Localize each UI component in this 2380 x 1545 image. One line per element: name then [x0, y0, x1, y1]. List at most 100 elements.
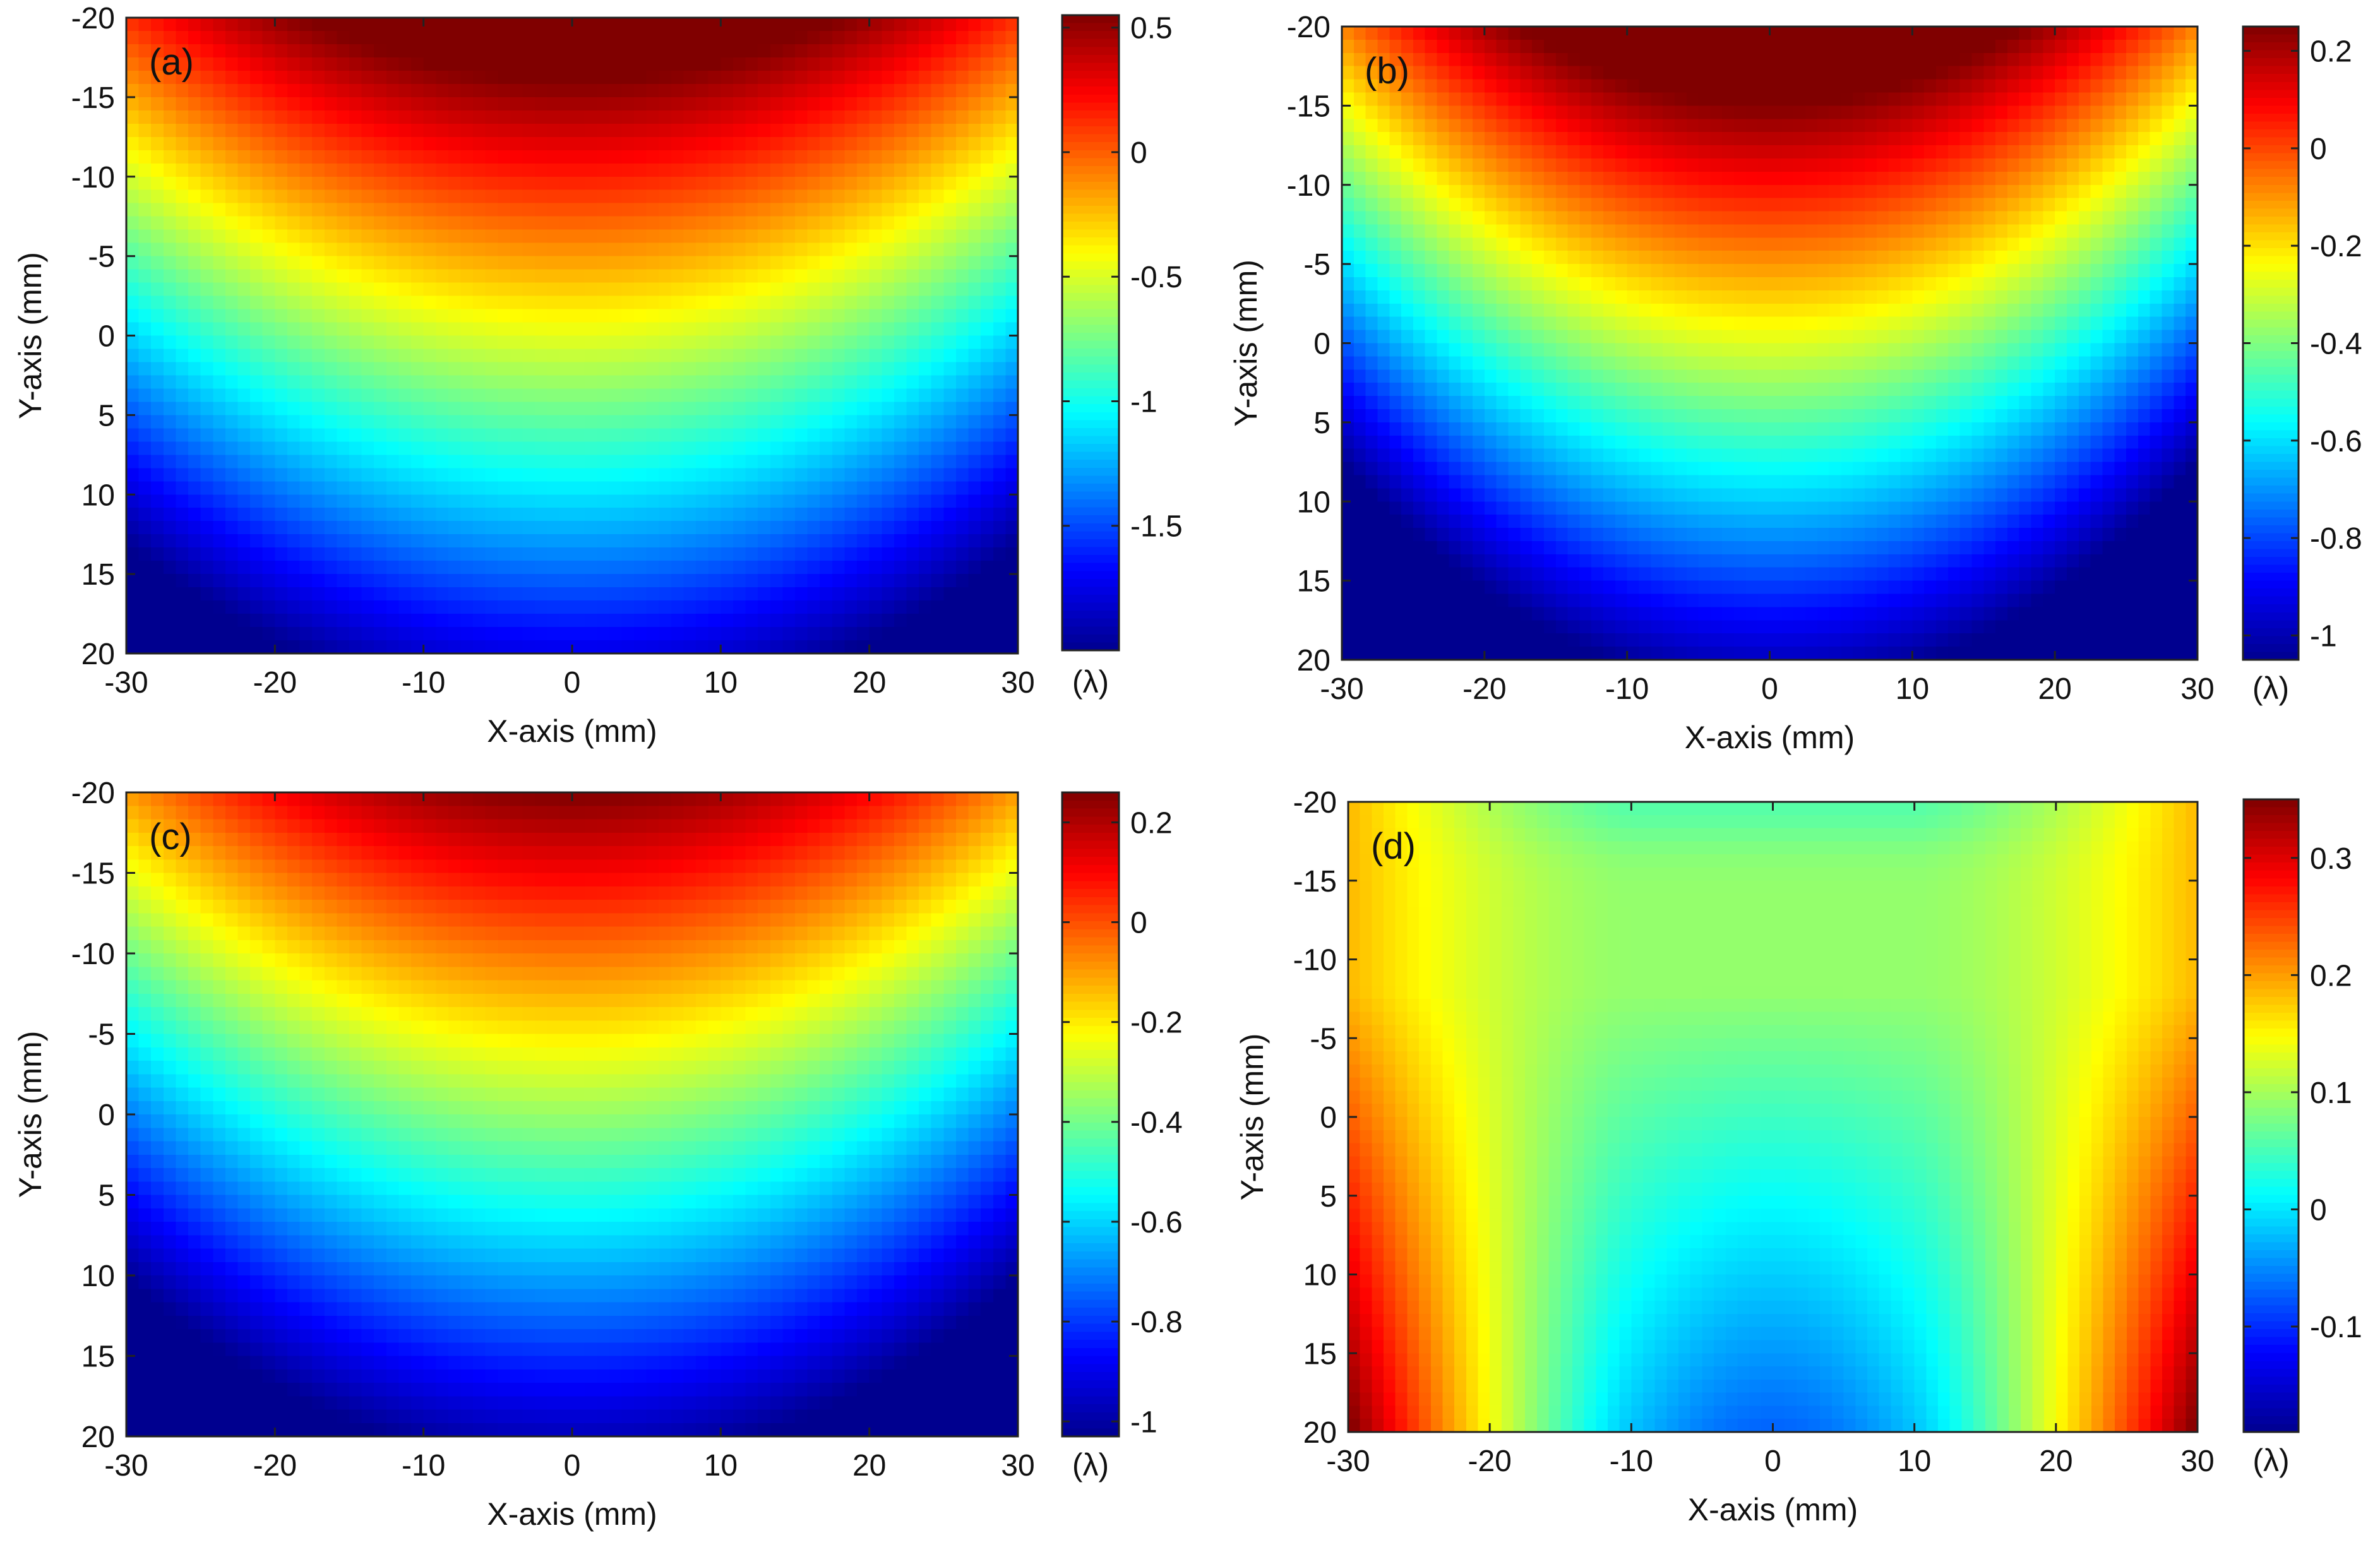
heatmap-cell: [1389, 172, 1402, 186]
heatmap-cell: [709, 230, 721, 244]
heatmap-cell: [1437, 27, 1450, 40]
heatmap-cell: [312, 243, 325, 257]
heatmap-cell: [559, 587, 572, 601]
heatmap-cell: [647, 57, 659, 71]
heatmap-cell: [956, 428, 969, 442]
heatmap-cell: [684, 31, 697, 45]
heatmap-cell: [2091, 40, 2103, 54]
heatmap-cell: [486, 296, 498, 310]
heatmap-cell: [535, 428, 547, 442]
heatmap-cell: [2019, 66, 2032, 80]
heatmap-cell: [919, 217, 931, 230]
heatmap-cell: [844, 547, 857, 561]
heatmap-cell: [188, 84, 201, 98]
heatmap-cell: [1651, 224, 1663, 238]
heatmap-cell: [201, 71, 213, 85]
heatmap-cell: [696, 534, 709, 548]
heatmap-cell: [808, 124, 820, 138]
heatmap-cell: [1841, 172, 1853, 186]
heatmap-cell: [795, 230, 808, 244]
heatmap-cell: [411, 309, 424, 323]
heatmap-cell: [2055, 132, 2067, 146]
heatmap-cell: [238, 362, 251, 376]
heatmap-cell: [2126, 172, 2139, 186]
heatmap-cell: [943, 97, 956, 111]
heatmap-cell: [1615, 119, 1628, 133]
heatmap-cell: [164, 203, 176, 217]
heatmap-cell: [907, 561, 919, 575]
heatmap-cell: [1841, 237, 1853, 251]
heatmap-cell: [2043, 80, 2055, 93]
heatmap-cell: [473, 362, 486, 376]
heatmap-cell: [981, 150, 993, 164]
heatmap-cell: [188, 97, 201, 111]
heatmap-cell: [523, 534, 535, 548]
heatmap-cell: [882, 243, 894, 257]
heatmap-cell: [634, 84, 647, 98]
heatmap-cell: [844, 574, 857, 588]
heatmap-cell: [238, 521, 251, 535]
heatmap-cell: [597, 600, 609, 614]
heatmap-cell: [882, 349, 894, 362]
heatmap-cell: [176, 428, 188, 442]
heatmap-cell: [585, 494, 597, 508]
heatmap-cell: [2007, 80, 2020, 93]
heatmap-cell: [1342, 212, 1354, 225]
heatmap-cell: [795, 574, 808, 588]
heatmap-cell: [300, 137, 313, 151]
heatmap-cell: [857, 375, 870, 389]
heatmap-cell: [337, 217, 349, 230]
heatmap-cell: [2055, 119, 2067, 133]
heatmap-cell: [943, 494, 956, 508]
heatmap-cell: [770, 587, 783, 601]
heatmap-cell: [398, 217, 411, 230]
heatmap-cell: [943, 110, 956, 124]
heatmap-cell: [498, 283, 510, 297]
heatmap-cell: [919, 561, 931, 575]
heatmap-cell: [473, 71, 486, 85]
heatmap-cell: [1366, 237, 1378, 251]
heatmap-cell: [820, 97, 832, 111]
heatmap-cell: [993, 283, 1006, 297]
heatmap-cell: [857, 84, 870, 98]
heatmap-cell: [176, 150, 188, 164]
heatmap-cell: [151, 428, 164, 442]
heatmap-cell: [436, 243, 448, 257]
heatmap-cell: [1579, 132, 1592, 146]
heatmap-cell: [1651, 92, 1663, 106]
heatmap-cell: [1829, 53, 1842, 67]
heatmap-cell: [882, 428, 894, 442]
heatmap-cell: [386, 534, 399, 548]
heatmap-cell: [523, 164, 535, 177]
heatmap-cell: [782, 243, 795, 257]
heatmap-cell: [547, 31, 560, 45]
heatmap-cell: [1005, 455, 1018, 468]
heatmap-cell: [894, 230, 907, 244]
heatmap-cell: [362, 534, 374, 548]
heatmap-cell: [448, 600, 461, 614]
heatmap-cell: [609, 177, 622, 191]
heatmap-cell: [969, 137, 981, 151]
heatmap-cell: [943, 614, 956, 628]
heatmap-cell: [1485, 119, 1497, 133]
heatmap-cell: [151, 415, 164, 429]
heatmap-cell: [857, 587, 870, 601]
heatmap-cell: [547, 336, 560, 350]
heatmap-cell: [1805, 40, 1818, 54]
heatmap-cell: [1734, 53, 1747, 67]
heatmap-cell: [621, 574, 634, 588]
heatmap-cell: [1841, 66, 1853, 80]
heatmap-cell: [634, 217, 647, 230]
heatmap-cell: [1770, 185, 1783, 199]
heatmap-cell: [263, 150, 275, 164]
heatmap-cell: [634, 600, 647, 614]
heatmap-cell: [213, 600, 225, 614]
heatmap-cell: [2126, 119, 2139, 133]
colorbar-segment: [1062, 71, 1119, 79]
heatmap-cell: [956, 323, 969, 337]
heatmap-cell: [647, 164, 659, 177]
heatmap-cell: [1485, 251, 1497, 265]
heatmap-cell: [969, 415, 981, 429]
heatmap-cell: [572, 283, 585, 297]
heatmap-cell: [486, 574, 498, 588]
